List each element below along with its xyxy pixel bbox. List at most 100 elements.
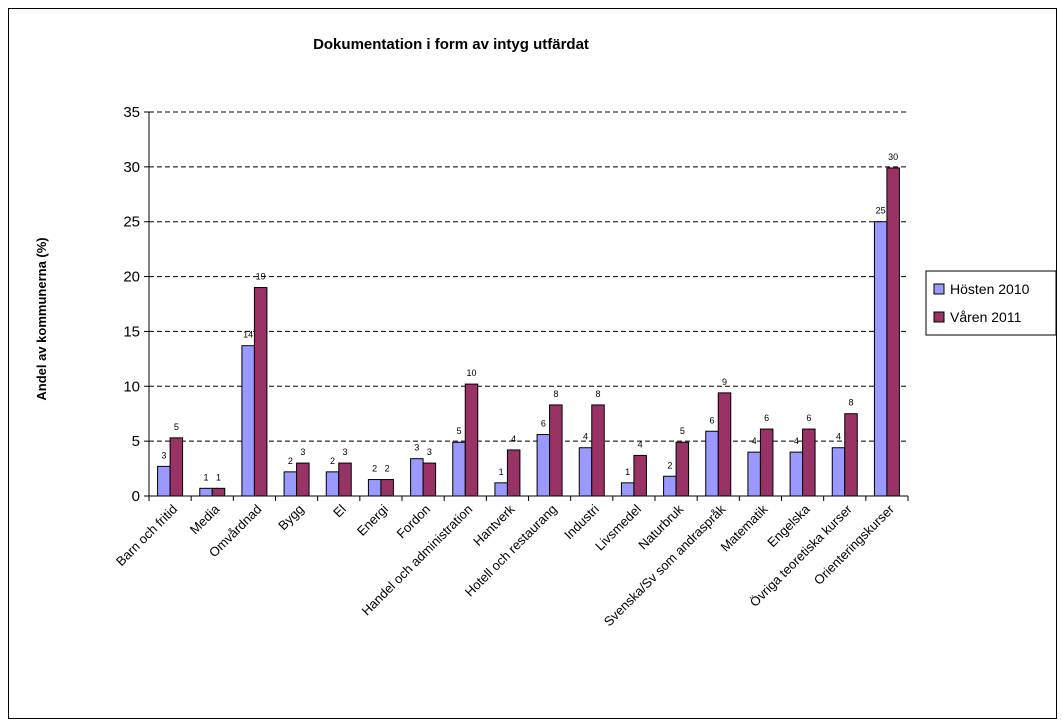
bar-hosten-2010 [494,482,508,497]
category-label: Matematik [718,501,771,554]
category-label: Fordon [393,502,433,542]
chart-title: Dokumentation i form av intyg utfärdat [313,36,589,53]
data-label: 25 [876,206,886,216]
data-label: 5 [680,426,685,436]
bar-hosten-2010 [367,479,382,497]
bar-varen-2011 [675,441,690,497]
data-label: 30 [888,152,898,162]
category-label: Energi [354,501,391,538]
bar-varen-2011 [549,404,563,497]
bar-hosten-2010 [452,441,466,497]
data-label: 8 [848,398,853,408]
y-tick-label: 15 [123,323,140,340]
bar-hosten-2010 [536,434,551,497]
data-label: 3 [427,447,432,457]
bar-hosten-2010 [157,465,171,497]
data-label: 10 [466,368,476,378]
data-label: 5 [456,426,461,436]
data-label: 5 [174,422,179,432]
bar-hosten-2010 [831,447,846,497]
bar-hosten-2010 [705,430,719,497]
data-label: 4 [638,439,643,449]
data-label: 19 [256,272,266,282]
data-label: 8 [595,389,600,399]
data-label: 6 [764,413,769,423]
data-label: 4 [836,432,841,442]
data-label: 4 [511,434,516,444]
y-ticks: 0 5 10 15 20 25 30 35 [123,104,140,505]
bar-varen-2011 [169,437,184,497]
category-label: Orienteringskurser [811,501,898,588]
bar-varen-2011 [591,404,605,497]
legend-box [925,270,1056,336]
legend: Hösten 2010 Våren 2011 [925,270,1056,336]
bar-varen-2011 [802,428,816,497]
bars [157,167,900,497]
category-label: Media [187,501,223,537]
data-label: 4 [583,432,588,442]
data-label: 3 [414,443,419,453]
axes [144,111,909,501]
legend-swatch-varen-2011 [933,311,945,323]
bar-hosten-2010 [283,471,298,497]
category-label: Industri [561,501,602,542]
data-label: 2 [330,456,335,466]
y-tick-label: 0 [132,488,140,505]
bar-varen-2011 [633,454,647,497]
y-tick-label: 20 [123,269,140,286]
bar-hosten-2010 [241,345,255,497]
bar-varen-2011 [338,462,352,497]
data-label: 3 [161,450,166,460]
bar-hosten-2010 [663,475,677,497]
data-label: 3 [342,447,347,457]
y-tick-label: 35 [123,104,140,121]
data-label: 1 [216,472,221,482]
data-label: 2 [372,464,377,474]
bar-hosten-2010 [620,482,635,497]
bar-varen-2011 [422,462,437,497]
y-tick-label: 25 [123,214,140,231]
bar-varen-2011 [380,479,394,497]
bar-varen-2011 [211,487,226,497]
bar-hosten-2010 [325,471,340,497]
bar-varen-2011 [464,383,479,497]
data-label: 1 [499,467,504,477]
y-tick-label: 10 [123,378,140,395]
bar-chart: Dokumentation i form av intyg utfärdat A… [34,36,1056,629]
data-label: 1 [625,467,630,477]
bar-varen-2011 [296,462,310,497]
data-label: 14 [243,330,253,340]
bar-hosten-2010 [873,221,888,497]
data-label: 6 [806,413,811,423]
chart-frame: Dokumentation i form av intyg utfärdat A… [8,8,1057,719]
data-label: 2 [667,460,672,470]
data-label: 8 [553,389,558,399]
bar-varen-2011 [759,428,774,497]
data-label: 2 [385,464,390,474]
data-label: 6 [709,415,714,425]
legend-label-hosten-2010: Hösten 2010 [950,281,1030,297]
y-axis-label: Andel av kommunerna (%) [34,237,49,400]
y-tick-label: 5 [132,433,140,450]
bar-hosten-2010 [578,447,593,497]
bar-hosten-2010 [747,451,761,497]
data-label: 4 [752,436,757,446]
bar-varen-2011 [253,287,268,497]
category-label: Barn och fritid [113,502,180,569]
bar-varen-2011 [844,413,858,497]
bar-varen-2011 [886,167,900,497]
data-label: 9 [722,377,727,387]
data-label: 1 [203,472,208,482]
bar-hosten-2010 [199,487,213,497]
bar-hosten-2010 [789,451,804,497]
bar-varen-2011 [717,392,732,497]
data-label: 4 [794,436,799,446]
category-label: Bygg [275,502,307,534]
legend-swatch-hosten-2010 [933,283,945,295]
data-label: 3 [300,447,305,457]
category-label: El [330,501,349,520]
category-label: Livsmedel [592,501,644,553]
bar-varen-2011 [506,449,521,497]
